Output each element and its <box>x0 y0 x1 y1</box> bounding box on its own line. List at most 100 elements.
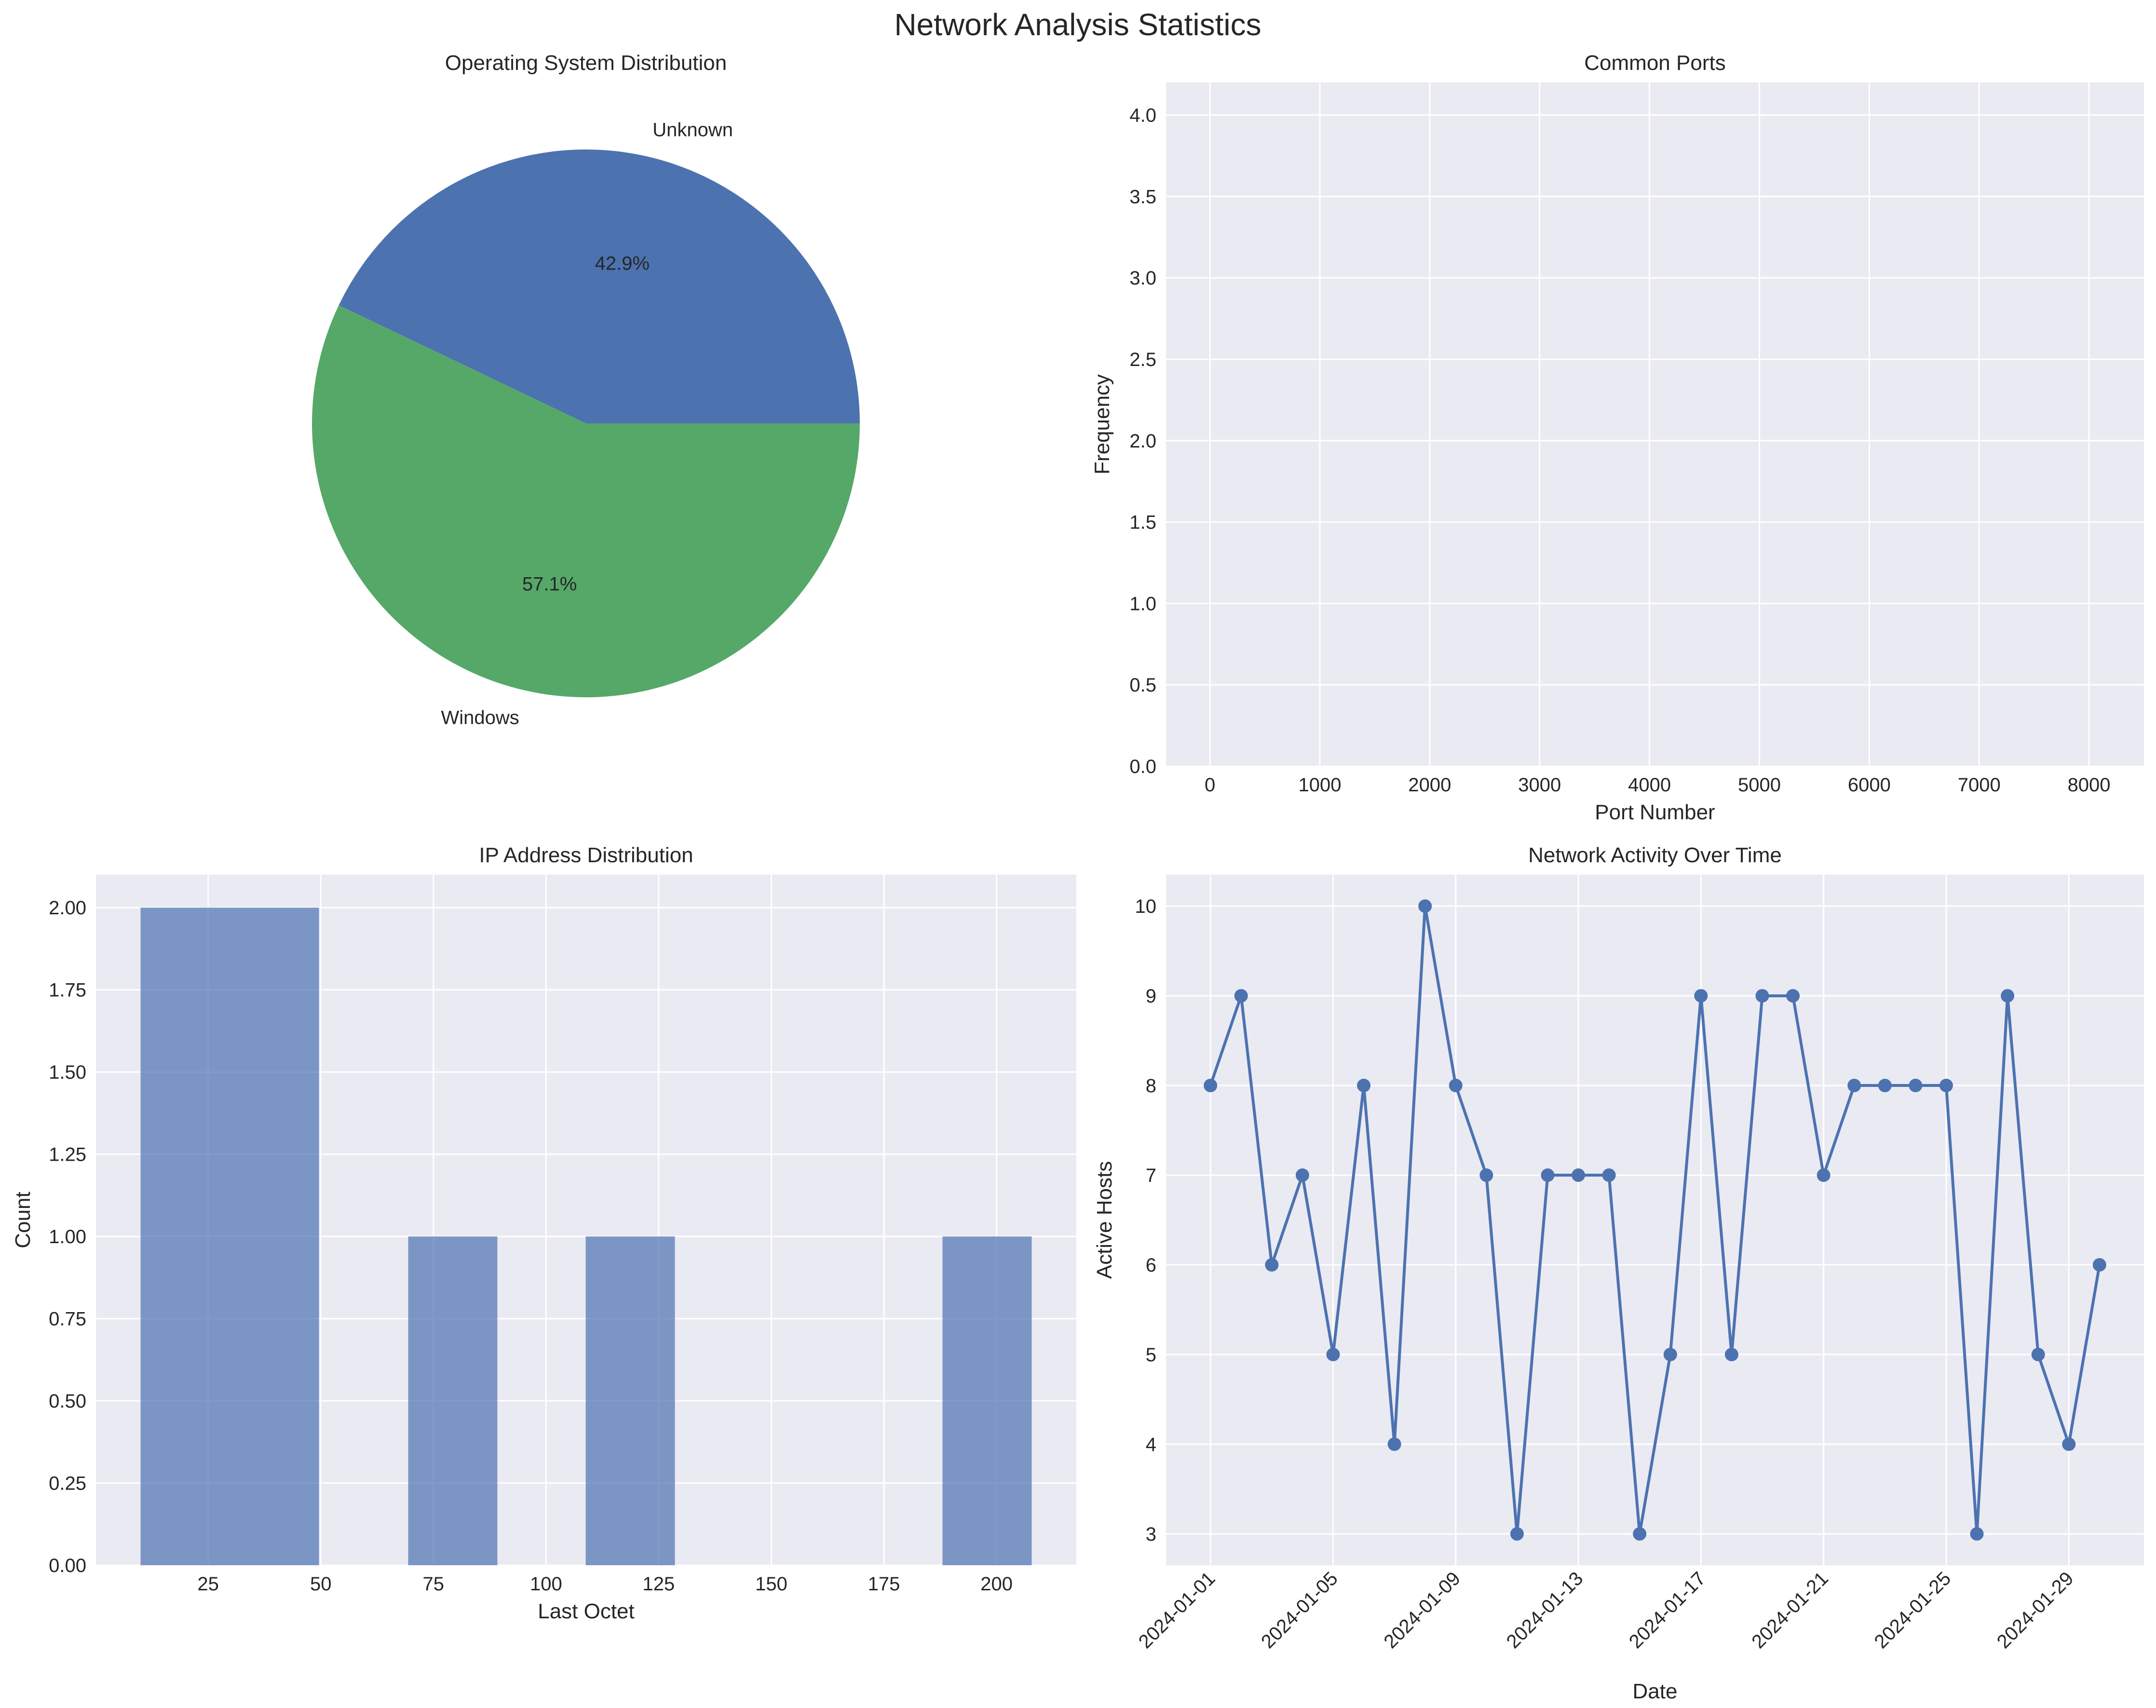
ports-x-tick-label: 6000 <box>1848 774 1891 796</box>
ports-y-tick-label: 0.0 <box>1129 756 1156 777</box>
activity-x-tick-label: 2024-01-13 <box>1503 1568 1587 1653</box>
ports-ylabel: Frequency <box>1090 374 1114 474</box>
activity-point <box>1541 1168 1555 1182</box>
ip-y-tick-label: 1.50 <box>49 1062 86 1083</box>
activity-y-tick-label: 4 <box>1146 1434 1156 1455</box>
pie-title: Operating System Distribution <box>445 51 727 75</box>
activity-point <box>1204 1079 1218 1093</box>
activity-point <box>1909 1079 1923 1093</box>
activity-point <box>1387 1437 1401 1451</box>
ip-y-tick-label: 0.25 <box>49 1473 86 1494</box>
ports-y-tick-label: 4.0 <box>1129 105 1156 126</box>
ip-xlabel: Last Octet <box>538 1600 635 1623</box>
activity-series-line <box>1209 905 2101 1535</box>
activity-point <box>2001 989 2015 1003</box>
ports-x-tick-label: 7000 <box>1958 774 2001 796</box>
ip-x-tick-label: 200 <box>980 1573 1013 1595</box>
activity-point <box>1234 989 1248 1003</box>
activity-y-tick-label: 7 <box>1146 1165 1156 1186</box>
activity-point <box>1786 989 1800 1003</box>
ip-x-tick-label: 125 <box>643 1573 675 1595</box>
activity-y-tick-label: 6 <box>1146 1255 1156 1276</box>
activity-plot-area <box>1166 875 2144 1565</box>
activity-x-tick-label: 2024-01-09 <box>1380 1568 1464 1653</box>
ports-y-tick-label: 1.5 <box>1129 512 1156 533</box>
activity-y-tick-label: 5 <box>1146 1344 1156 1366</box>
activity-point <box>1572 1168 1586 1182</box>
activity-point <box>1479 1168 1493 1182</box>
ports-y-tick-label: 2.5 <box>1129 349 1156 370</box>
ip-title: IP Address Distribution <box>479 843 693 867</box>
activity-y-tick-label: 9 <box>1146 986 1156 1007</box>
activity-point <box>1418 899 1432 913</box>
line-chart-network-activity: Network Activity Over Time 2024-01-01 2024… <box>1093 843 2144 1703</box>
activity-point <box>1724 1347 1738 1361</box>
activity-point <box>1817 1168 1831 1182</box>
activity-x-tick-label: 2024-01-21 <box>1748 1568 1832 1653</box>
activity-x-tick-label: 2024-01-05 <box>1257 1568 1342 1653</box>
ports-y-tick-label: 0.5 <box>1129 675 1156 696</box>
ports-y-tick-label: 3.5 <box>1129 186 1156 207</box>
ip-bar <box>942 1236 1032 1565</box>
figure-title: Network Analysis Statistics <box>894 7 1261 42</box>
activity-point <box>1878 1079 1892 1093</box>
ip-bar <box>408 1236 498 1565</box>
ports-x-tick-label: 8000 <box>2068 774 2111 796</box>
ports-title: Common Ports <box>1584 51 1725 75</box>
ip-y-tick-label: 1.00 <box>49 1226 86 1247</box>
activity-ylabel: Active Hosts <box>1093 1161 1116 1279</box>
ip-y-tick-label: 1.75 <box>49 980 86 1001</box>
pie-label-windows: Windows <box>441 707 519 728</box>
ports-x-tick-label: 2000 <box>1408 774 1451 796</box>
activity-point <box>2031 1347 2045 1361</box>
activity-x-tick-label: 2024-01-25 <box>1871 1568 1955 1653</box>
activity-point <box>2092 1258 2106 1272</box>
pie-label-unknown: Unknown <box>652 120 733 141</box>
ports-x-tick-label: 4000 <box>1628 774 1671 796</box>
activity-point <box>1326 1347 1340 1361</box>
ports-x-tick-label: 0 <box>1205 774 1215 796</box>
ip-y-tick-label: 0.00 <box>49 1555 86 1576</box>
ip-y-tick-label: 0.50 <box>49 1391 86 1412</box>
ip-x-tick-label: 175 <box>868 1573 900 1595</box>
activity-point <box>1357 1079 1371 1093</box>
activity-point <box>1847 1079 1861 1093</box>
activity-x-tick-label: 2024-01-17 <box>1625 1568 1710 1653</box>
ip-y-tick-label: 1.25 <box>49 1144 86 1166</box>
activity-x-tick-label: 2024-01-01 <box>1135 1568 1220 1653</box>
ports-x-tick-label: 5000 <box>1738 774 1781 796</box>
ip-x-tick-label: 50 <box>310 1573 332 1595</box>
activity-point <box>1633 1527 1647 1541</box>
activity-y-tick-label: 8 <box>1146 1075 1156 1097</box>
ip-bar <box>140 908 319 1565</box>
ip-ylabel: Count <box>11 1192 35 1248</box>
activity-point <box>1510 1527 1524 1541</box>
pie-chart-os-distribution: Operating System Distribution Unknown 42.9… <box>312 51 860 728</box>
pie-percent-unknown: 42.9% <box>595 253 650 274</box>
ports-y-tick-label: 3.0 <box>1129 268 1156 289</box>
activity-point <box>1449 1079 1463 1093</box>
ip-x-tick-label: 25 <box>197 1573 219 1595</box>
ports-y-tick-label: 1.0 <box>1129 593 1156 614</box>
pie-slice-unknown <box>339 149 860 423</box>
pie-percent-windows: 57.1% <box>522 573 577 595</box>
ip-x-tick-label: 150 <box>755 1573 787 1595</box>
activity-point <box>1970 1527 1984 1541</box>
ports-xlabel: Port Number <box>1595 800 1715 824</box>
bar-chart-common-ports: Common Ports 0 1000 2000 3000 4000 5000 6000 700… <box>1090 51 2144 824</box>
ip-y-tick-label: 2.00 <box>49 897 86 919</box>
ports-x-tick-label: 1000 <box>1299 774 1342 796</box>
activity-point <box>1939 1079 1953 1093</box>
ports-x-tick-label: 3000 <box>1518 774 1561 796</box>
activity-y-tick-label: 10 <box>1135 896 1157 917</box>
activity-point <box>1295 1168 1309 1182</box>
activity-point <box>1663 1347 1677 1361</box>
activity-point <box>2062 1437 2076 1451</box>
activity-point <box>1755 989 1769 1003</box>
pie-slice-windows <box>312 305 860 698</box>
ip-x-tick-label: 100 <box>530 1573 562 1595</box>
ip-x-tick-label: 75 <box>423 1573 445 1595</box>
activity-xlabel: Date <box>1633 1680 1678 1703</box>
ports-y-tick-label: 2.0 <box>1129 431 1156 452</box>
